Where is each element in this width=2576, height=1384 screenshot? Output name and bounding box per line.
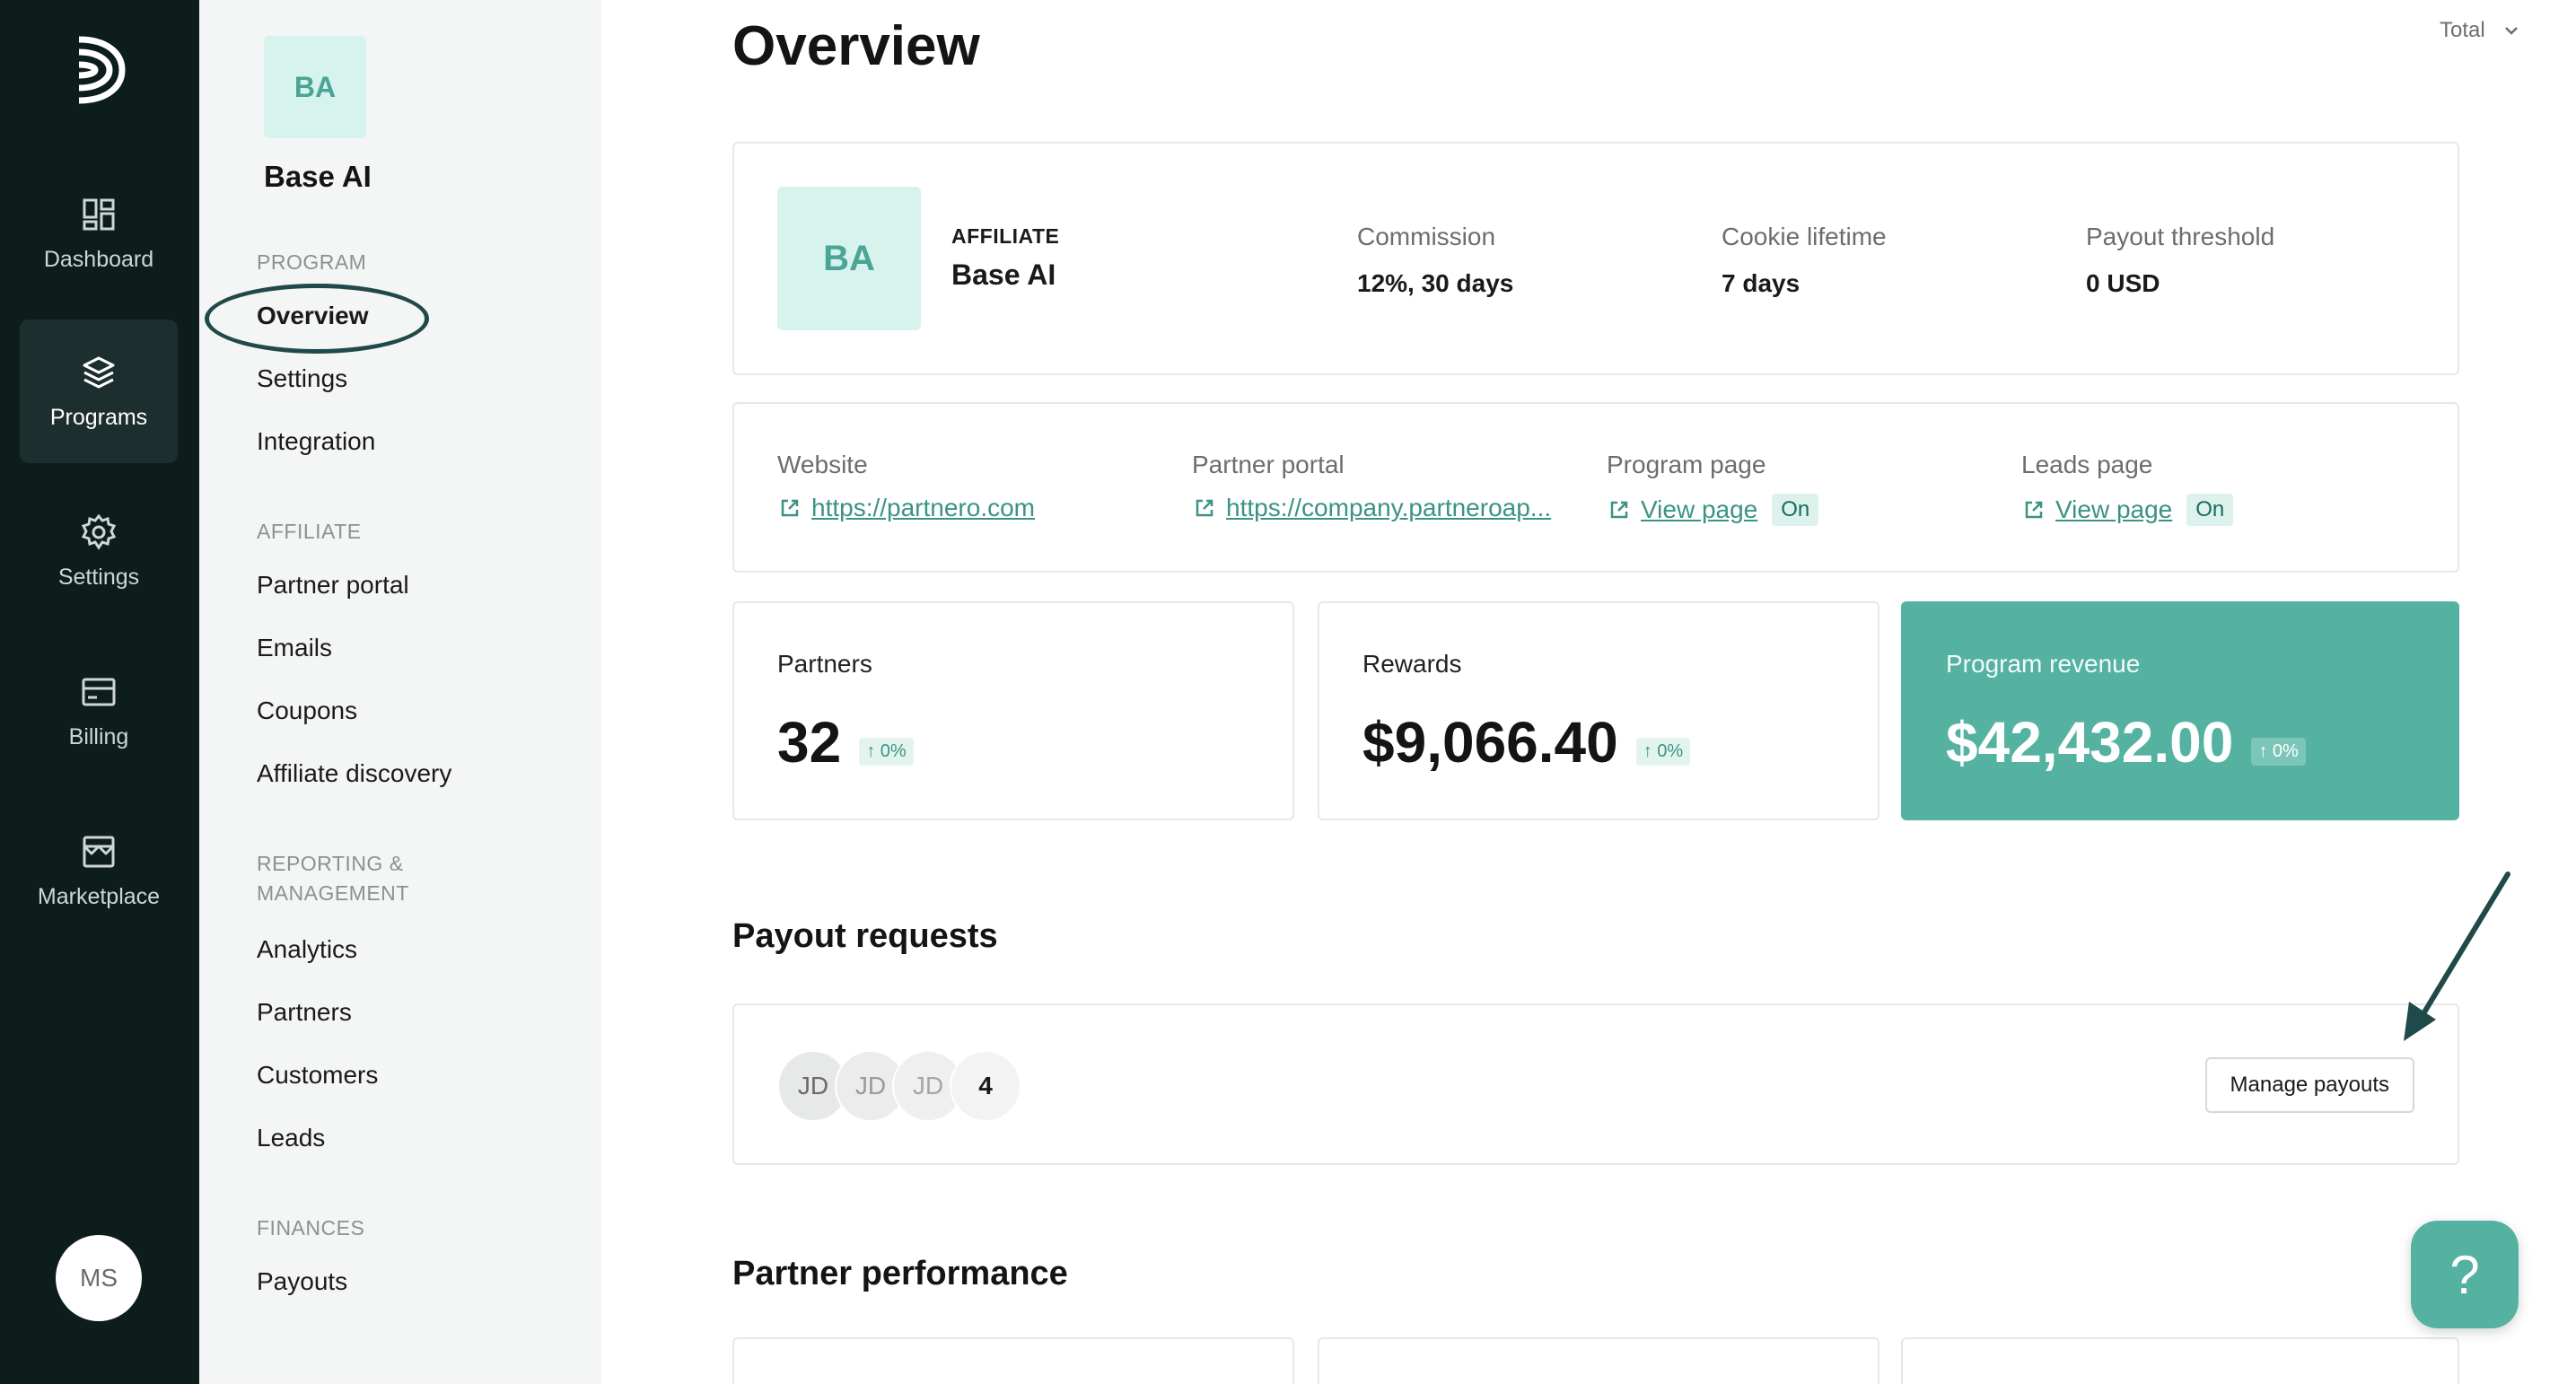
annotation-arrow-icon	[2404, 872, 2510, 1041]
partners-metric-label: Partners	[777, 650, 872, 678]
revenue-metric-label: Program revenue	[1946, 650, 2141, 678]
external-link-icon	[1196, 499, 1214, 517]
rail-item-label: Dashboard	[43, 246, 154, 272]
payout-threshold-label: Payout threshold	[2086, 223, 2275, 250]
help-button[interactable]: ?	[2411, 1221, 2519, 1328]
rail-item-marketplace[interactable]: Marketplace	[20, 799, 178, 942]
performance-card	[1318, 1337, 1879, 1384]
section-reporting: REPORTING & MANAGEMENT	[257, 852, 409, 905]
chevron-down-icon	[2504, 27, 2518, 35]
program-page-label: Program page	[1607, 451, 1766, 478]
program-name: Base AI	[264, 160, 372, 193]
rail-item-label: Programs	[49, 404, 148, 430]
rail-item-billing[interactable]: Billing	[20, 639, 178, 783]
subnav-item-affiliate-discovery[interactable]: Affiliate discovery	[257, 759, 452, 787]
rail-item-settings[interactable]: Settings	[20, 479, 178, 623]
period-select-value: Total	[2440, 18, 2485, 42]
partner-portal-link[interactable]: https://company.partneroap...	[1226, 494, 1552, 521]
overview-highlight-annotation	[205, 284, 429, 354]
rail-item-label: Billing	[68, 723, 129, 749]
user-avatar[interactable]: MS	[56, 1235, 142, 1321]
external-link-icon	[2025, 501, 2043, 519]
cookie-lifetime-label: Cookie lifetime	[1722, 223, 1887, 250]
subnav-item-integration[interactable]: Integration	[257, 427, 376, 455]
rewards-change-badge: ↑ 0%	[1635, 738, 1691, 766]
main-content: Overview Total BA AFFILIATE Base AI Comm…	[601, 0, 2576, 1384]
period-select[interactable]: Total	[2440, 18, 2521, 43]
performance-card	[1901, 1337, 2459, 1384]
section-affiliate: AFFILIATE	[257, 520, 362, 543]
rewards-metric-card: Rewards $9,066.40 ↑ 0%	[1318, 601, 1879, 820]
payout-requests-title: Payout requests	[732, 917, 998, 955]
website-label: Website	[777, 451, 868, 478]
website-link[interactable]: https://partnero.com	[811, 494, 1036, 521]
rewards-metric-label: Rewards	[1362, 650, 1462, 678]
revenue-metric-value: $42,432.00	[1946, 710, 2234, 775]
rail-item-dashboard[interactable]: Dashboard	[20, 162, 178, 305]
partners-change-badge: ↑ 0%	[859, 738, 914, 766]
subnav-item-analytics[interactable]: Analytics	[257, 935, 358, 963]
cookie-lifetime-stat: Cookie lifetime 7 days	[1722, 223, 1887, 298]
payout-threshold-stat: Payout threshold 0 USD	[2086, 223, 2274, 298]
subnav-item-customers[interactable]: Customers	[257, 1061, 379, 1089]
subnav-item-leads[interactable]: Leads	[257, 1124, 326, 1152]
affiliate-info-card: BA AFFILIATE Base AI Commission 12%, 30 …	[732, 142, 2459, 375]
leads-page-label: Leads page	[2021, 451, 2153, 478]
program-subnav: BA Base AI PROGRAM Overview Settings Int…	[199, 0, 601, 1384]
performance-card	[732, 1337, 1294, 1384]
subnav-item-payouts[interactable]: Payouts	[257, 1267, 348, 1295]
website-link-group: Website https://partnero.com	[777, 451, 1035, 522]
subnav-item-coupons[interactable]: Coupons	[257, 696, 358, 724]
gear-icon	[81, 513, 117, 550]
leads-page-status-badge: On	[2186, 494, 2234, 526]
partner-portal-link-group: Partner portal https://company.partneroa…	[1192, 451, 1587, 522]
partner-performance-title: Partner performance	[732, 1255, 1068, 1292]
payout-avatar-stack: JD JD JD 4	[777, 1050, 1021, 1122]
partner-portal-label: Partner portal	[1192, 451, 1345, 478]
section-finances: FINANCES	[257, 1216, 365, 1239]
partnero-logo-icon[interactable]	[72, 34, 127, 106]
affiliate-name: Base AI	[951, 258, 1056, 291]
program-avatar: BA	[264, 36, 366, 138]
cookie-lifetime-value: 7 days	[1722, 269, 1801, 297]
rail-item-label: Marketplace	[37, 883, 161, 909]
partners-metric-card: Partners 32 ↑ 0%	[732, 601, 1294, 820]
subnav-item-settings[interactable]: Settings	[257, 364, 348, 392]
affiliate-avatar: BA	[777, 187, 921, 330]
commission-value: 12%, 30 days	[1357, 269, 1514, 297]
payout-requests-card: JD JD JD 4 Manage payouts	[732, 1003, 2459, 1165]
rail-item-label: Settings	[57, 564, 140, 590]
affiliate-type: AFFILIATE	[951, 224, 1060, 248]
dashboard-icon	[83, 198, 115, 230]
subnav-item-partner-portal[interactable]: Partner portal	[257, 571, 409, 599]
leads-page-link[interactable]: View page	[2055, 495, 2173, 523]
commission-label: Commission	[1357, 223, 1496, 250]
revenue-change-badge: ↑ 0%	[2251, 738, 2306, 766]
layers-icon	[83, 356, 115, 388]
leads-page-link-group: Leads page View page On	[2021, 451, 2234, 526]
program-page-link-group: Program page View page On	[1607, 451, 1819, 526]
partners-metric-value: 32	[777, 710, 842, 775]
program-page-status-badge: On	[1772, 494, 1819, 526]
subnav-item-emails[interactable]: Emails	[257, 634, 333, 661]
marketplace-icon	[83, 836, 115, 867]
more-requests-count: 4	[950, 1050, 1021, 1122]
rail-item-programs[interactable]: Programs	[20, 320, 178, 463]
page-title: Overview	[732, 15, 980, 77]
commission-stat: Commission 12%, 30 days	[1357, 223, 1513, 298]
main-rail: Dashboard Programs Settings Billing	[0, 0, 199, 1384]
billing-icon	[82, 678, 116, 705]
manage-payouts-button[interactable]: Manage payouts	[2204, 1057, 2414, 1113]
rewards-metric-value: $9,066.40	[1362, 710, 1618, 775]
external-link-icon	[781, 499, 799, 517]
program-page-link[interactable]: View page	[1641, 495, 1758, 523]
external-link-icon	[1610, 501, 1628, 519]
payout-threshold-value: 0 USD	[2086, 269, 2160, 297]
revenue-metric-card: Program revenue $42,432.00 ↑ 0%	[1901, 601, 2459, 820]
program-links-card: Website https://partnero.com Partner por…	[732, 402, 2459, 573]
subnav-item-partners[interactable]: Partners	[257, 998, 352, 1026]
section-program: PROGRAM	[257, 250, 367, 274]
